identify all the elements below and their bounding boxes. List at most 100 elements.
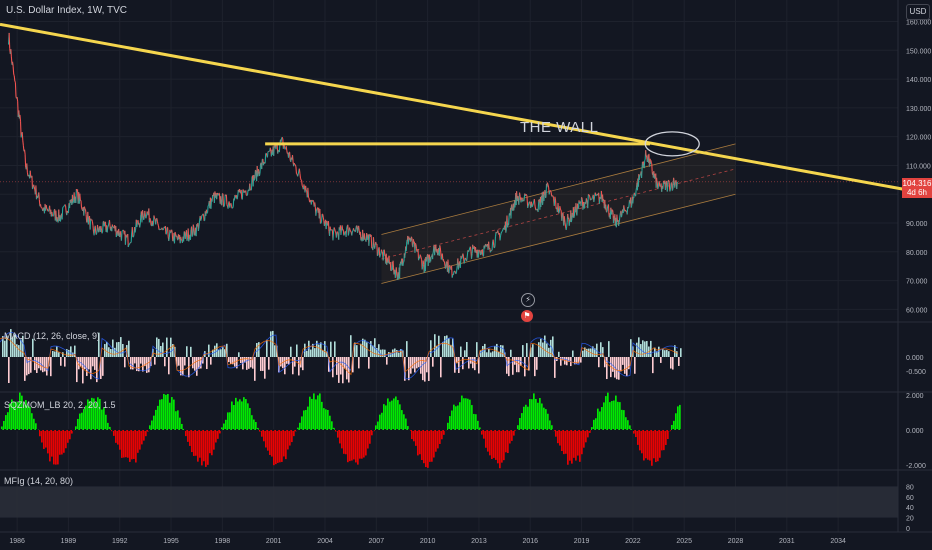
sqzmom-bar: [317, 395, 319, 430]
price-candle: [356, 227, 359, 233]
sqzmom-bar: [675, 413, 677, 430]
sqzmom-bar: [217, 430, 219, 439]
macd-histogram-bar: [46, 357, 48, 376]
macd-histogram-bar: [366, 342, 368, 357]
price-candle: [80, 200, 83, 208]
macd-histogram-bar: [664, 350, 666, 357]
sqzmom-bar: [271, 430, 273, 457]
macd-histogram-bar: [456, 357, 458, 364]
price-candle: [337, 232, 339, 235]
price-candle: [173, 231, 176, 244]
sqzmom-bar: [641, 430, 643, 454]
mfi-pane-label[interactable]: MFIg (14, 20, 80): [4, 476, 74, 486]
sqzmom-bar: [379, 414, 381, 430]
price-candle: [46, 208, 49, 212]
sqzmom-bar: [47, 430, 49, 454]
sqzmom-bar: [137, 430, 139, 453]
price-candle: [120, 231, 123, 241]
macd-histogram-bar: [10, 329, 12, 357]
price-candle: [143, 217, 145, 220]
macd-histogram-bar: [360, 343, 362, 357]
macd-histogram-bar: [128, 340, 130, 357]
macd-histogram-bar: [256, 343, 258, 357]
sqzmom-bar: [99, 398, 101, 430]
sqzmom-bar: [429, 430, 431, 462]
price-candle: [499, 235, 502, 241]
sqzmom-bar: [101, 409, 103, 430]
macd-histogram-bar: [240, 357, 242, 364]
y-tick-label: 110.000: [906, 163, 931, 170]
macd-histogram-bar: [142, 357, 144, 372]
macd-histogram-bar: [194, 357, 196, 371]
macd-histogram-bar: [334, 341, 336, 357]
sqzmom-bar: [435, 430, 437, 452]
sqzmom-bar: [205, 430, 207, 467]
price-candle: [206, 212, 208, 214]
y-tick-label: 160.000: [906, 20, 931, 27]
price-candle: [381, 251, 384, 254]
price-candle: [294, 164, 297, 167]
price-candle: [174, 231, 177, 235]
macd-histogram-bar: [84, 357, 86, 370]
macd-histogram-bar: [542, 342, 544, 357]
sqzmom-bar: [279, 430, 281, 463]
macd-histogram-bar: [118, 342, 120, 357]
sqzmom-bar: [265, 430, 267, 448]
price-candle: [470, 253, 473, 259]
sqzmom-pane-label[interactable]: SQZMOM_LB 20, 2, 20, 1.5: [4, 400, 116, 410]
price-candle: [299, 178, 302, 181]
price-candle: [289, 152, 291, 161]
price-candle: [193, 227, 195, 236]
sqzmom-bar: [493, 430, 495, 458]
sqzmom-bar: [235, 397, 237, 430]
macd-histogram-bar: [358, 357, 360, 369]
macd-histogram-bar: [280, 357, 282, 367]
macd-histogram-bar: [596, 343, 598, 357]
macd-histogram-bar: [250, 357, 252, 368]
macd-pane-label[interactable]: MACD (12, 26, close, 9): [4, 331, 101, 341]
price-candle: [141, 210, 144, 216]
sqzmom-bar: [215, 430, 217, 443]
macd-histogram-bar: [508, 357, 510, 377]
price-candle: [549, 190, 552, 193]
sqzmom-bar: [93, 398, 95, 430]
price-candle: [587, 194, 589, 209]
macd-histogram-bar: [312, 343, 314, 357]
price-candle: [197, 226, 200, 232]
price-candle: [343, 234, 345, 236]
price-candle: [167, 227, 169, 237]
price-candle: [224, 194, 226, 205]
price-candle: [136, 222, 138, 228]
sqzmom-bar: [315, 399, 317, 430]
price-candle: [333, 227, 336, 230]
macd-histogram-bar: [352, 357, 354, 373]
sqzmom-bar: [393, 398, 395, 430]
macd-histogram-bar: [120, 337, 122, 357]
price-candle: [319, 208, 321, 224]
sqzmom-bar: [11, 399, 13, 430]
macd-histogram-bar: [178, 357, 180, 366]
macd-histogram-bar: [576, 357, 578, 364]
sqzmom-bar: [565, 430, 567, 454]
macd-histogram-bar: [494, 346, 496, 357]
sqzmom-bar: [75, 426, 77, 430]
price-candle: [115, 233, 118, 238]
sqzmom-bar: [83, 409, 85, 430]
sqzmom-bar: [25, 400, 27, 430]
price-candle: [531, 204, 534, 208]
sqzmom-bar: [615, 395, 617, 430]
lightning-icon[interactable]: ⚡: [521, 293, 535, 307]
macd-histogram-bar: [454, 357, 456, 373]
sqzmom-bar: [19, 392, 21, 430]
price-candle: [79, 193, 81, 201]
sqzmom-bar: [163, 393, 165, 430]
price-candle: [322, 217, 325, 221]
price-candle: [24, 154, 27, 168]
currency-button[interactable]: USD: [906, 4, 930, 20]
price-candle: [51, 211, 53, 216]
price-candle: [551, 195, 553, 197]
price-candle: [379, 255, 381, 258]
flag-icon[interactable]: ⚑: [521, 310, 533, 322]
sqzmom-bar: [293, 430, 295, 437]
